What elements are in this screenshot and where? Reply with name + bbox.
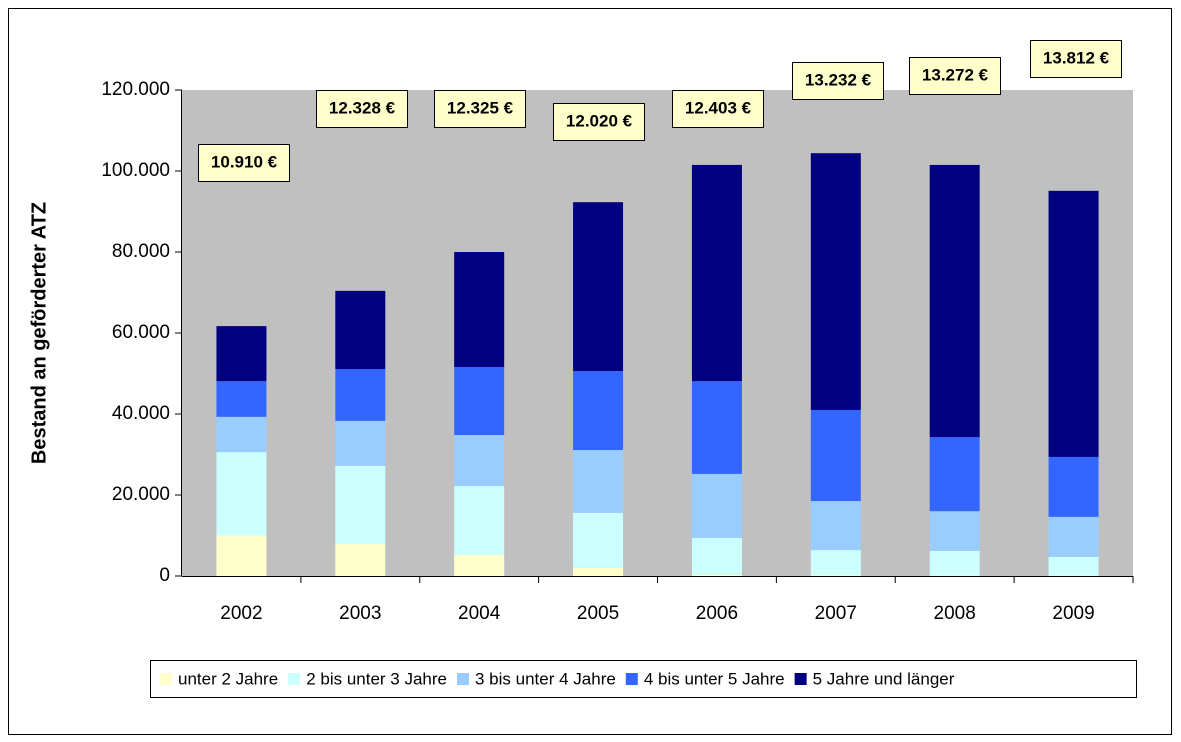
bar-segment xyxy=(929,550,980,576)
annotation: 13.272 € xyxy=(922,65,989,84)
bar-segment xyxy=(929,164,980,438)
annotation-box xyxy=(1030,40,1122,78)
annotation: 13.232 € xyxy=(805,70,872,89)
bar-segment xyxy=(810,501,861,551)
x-tick-label: 2002 xyxy=(220,603,262,624)
bar-segment xyxy=(691,537,742,575)
annotation: 10.910 € xyxy=(211,152,278,171)
y-tick-label: 120.000 xyxy=(101,79,170,100)
bar-segment xyxy=(810,575,861,576)
plot-area xyxy=(182,90,1133,576)
y-tick-label: 20.000 xyxy=(112,484,170,505)
annotation-box xyxy=(198,144,290,182)
legend-label: 2 bis unter 3 Jahre xyxy=(306,669,447,688)
bar-segment xyxy=(216,326,267,382)
bar-segment xyxy=(216,535,267,576)
bar-segment xyxy=(335,420,386,466)
bar-segment xyxy=(691,381,742,474)
bar-segment xyxy=(573,567,624,576)
bar-segment xyxy=(454,367,505,436)
y-tick-label: 60.000 xyxy=(112,322,170,343)
legend-label: 5 Jahre und länger xyxy=(813,669,955,688)
bar-segment xyxy=(335,544,386,576)
bar-segment xyxy=(810,409,861,502)
x-tick-label: 2004 xyxy=(458,603,501,624)
bar-segment xyxy=(929,511,980,551)
bar-segment xyxy=(454,554,505,576)
bar-segment xyxy=(573,512,624,568)
annotation-box xyxy=(792,62,884,100)
annotation-box xyxy=(316,90,408,128)
legend-swatch xyxy=(288,673,301,685)
y-tick-label: 80.000 xyxy=(112,241,170,262)
x-tick-label: 2009 xyxy=(1052,603,1094,624)
x-tick-label: 2008 xyxy=(934,603,976,624)
annotation: 12.328 € xyxy=(329,98,396,117)
legend-swatch xyxy=(160,673,172,685)
bar-segment xyxy=(691,164,742,382)
y-axis-label: Bestand an geförderter ATZ xyxy=(28,202,50,464)
y-tick-label: 0 xyxy=(159,565,170,586)
y-tick-label: 100.000 xyxy=(101,160,170,181)
annotation-box xyxy=(553,103,645,141)
annotation-box xyxy=(434,90,526,128)
legend-label: 3 bis unter 4 Jahre xyxy=(475,669,616,688)
bar-segment xyxy=(1048,556,1099,576)
bar-segment xyxy=(573,450,624,513)
annotation-box xyxy=(909,57,1001,95)
annotation-box xyxy=(672,90,764,128)
bar-segment xyxy=(335,465,386,545)
annotation: 13.812 € xyxy=(1043,48,1110,67)
bar-segment xyxy=(454,486,505,555)
legend-box xyxy=(150,660,1137,698)
bar-segment xyxy=(573,202,624,372)
bar-segment xyxy=(691,574,742,576)
bar-segment xyxy=(1048,190,1099,457)
bar-segment xyxy=(335,369,386,421)
annotation: 12.020 € xyxy=(566,111,633,130)
x-tick-label: 2003 xyxy=(339,603,381,624)
bar-segment xyxy=(1048,456,1099,517)
bar-segment xyxy=(573,371,624,451)
annotation: 12.403 € xyxy=(685,98,752,117)
legend-swatch xyxy=(625,673,638,685)
bar-segment xyxy=(216,416,267,453)
annotation: 12.325 € xyxy=(447,98,514,117)
x-tick-label: 2007 xyxy=(815,603,857,624)
bar-segment xyxy=(810,153,861,410)
x-tick-label: 2006 xyxy=(696,603,738,624)
bar-segment xyxy=(810,550,861,576)
x-tick-label: 2005 xyxy=(577,603,619,624)
legend-label: unter 2 Jahre xyxy=(178,669,278,688)
bar-segment xyxy=(1048,516,1099,557)
bar-segment xyxy=(454,252,505,368)
bar-segment xyxy=(929,437,980,512)
legend-label: 4 bis unter 5 Jahre xyxy=(644,669,785,688)
legend-swatch xyxy=(457,673,469,685)
bar-segment xyxy=(691,473,742,538)
y-tick-label: 40.000 xyxy=(112,403,170,424)
legend-swatch xyxy=(794,673,807,685)
bar-segment xyxy=(216,381,267,417)
bar-segment xyxy=(454,435,505,487)
bar-segment xyxy=(335,290,386,370)
bar-segment xyxy=(216,452,267,536)
